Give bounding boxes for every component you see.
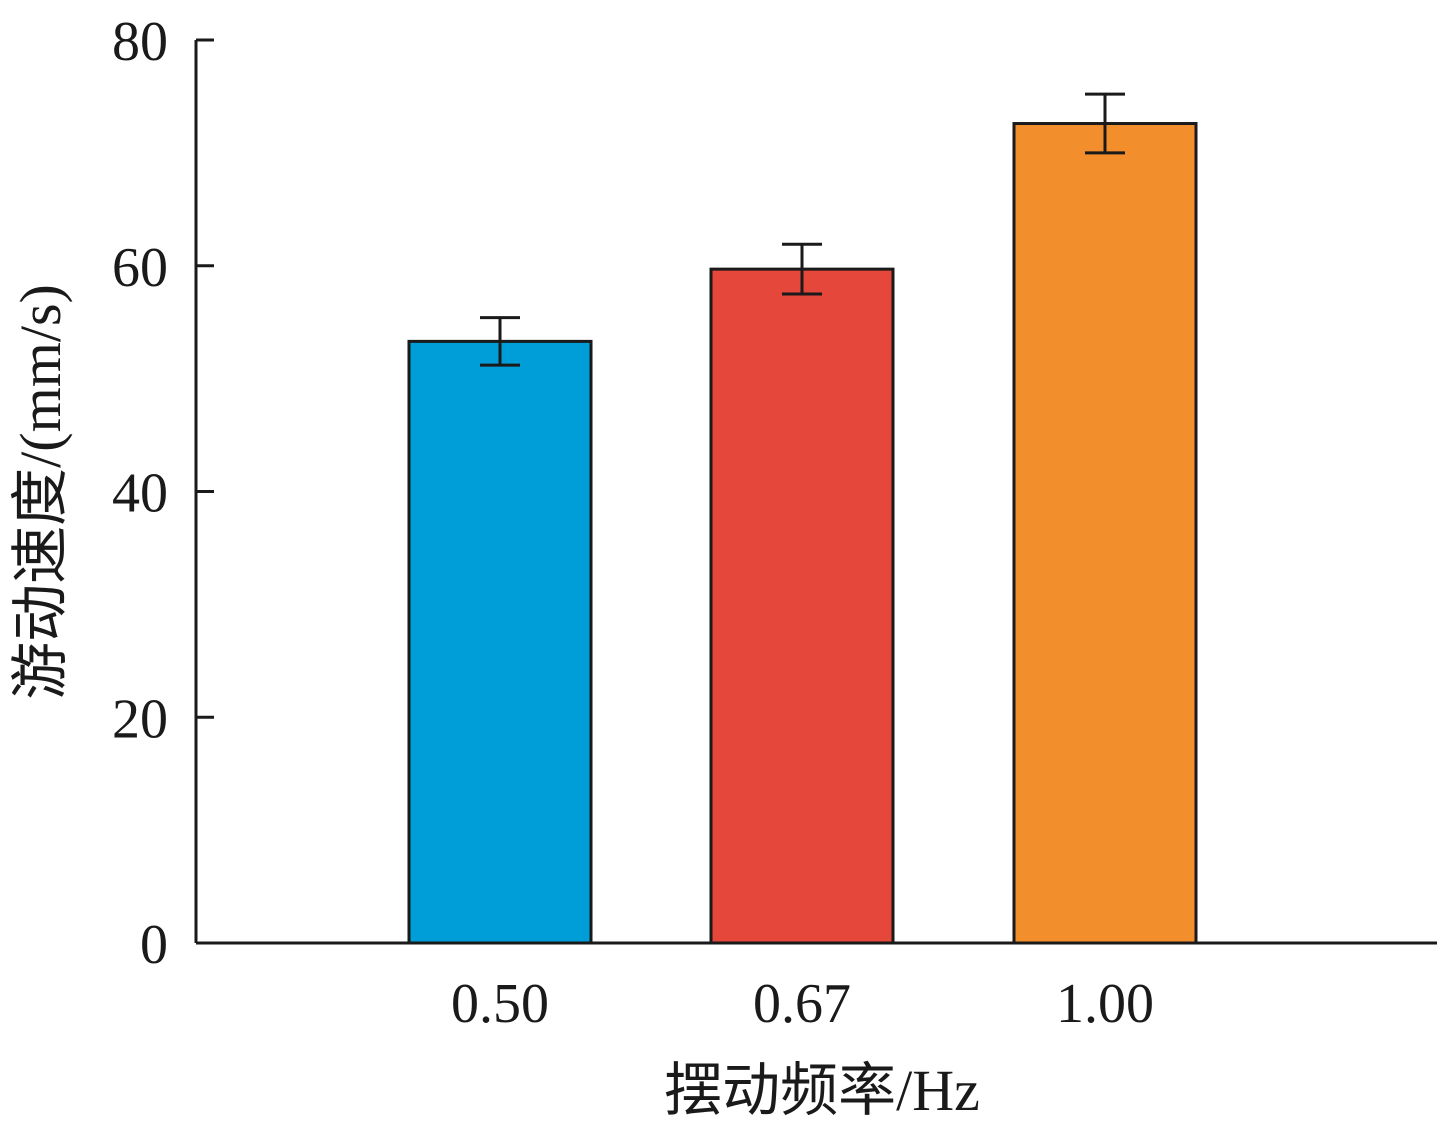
error-bar-0.50 [480,316,520,367]
x-tick-label: 1.00 [1056,973,1154,1035]
x-ticks-layer: 0.50 0.67 1.00 [451,973,1154,1035]
y-tick-label: 0 [140,914,168,976]
y-axis-title: 游动速度/(mm/s) [8,284,73,700]
error-bar-0.67 [782,242,822,296]
x-tick-label: 0.50 [451,973,549,1035]
y-tick-label: 40 [112,463,168,525]
error-bar-1.00 [1085,92,1125,155]
bar-0.50 [407,339,593,945]
y-tick-label: 20 [112,688,168,750]
bar-0.67 [709,267,895,945]
x-axis-title: 摆动频率/Hz [664,1058,980,1123]
y-tick-label: 80 [112,11,168,73]
bar-1.00 [1012,122,1198,945]
x-tick-label: 0.67 [753,973,851,1035]
y-tick-label: 60 [112,237,168,299]
y-ticks-layer: 0 20 40 60 80 [112,11,214,976]
error-bars-layer [480,92,1125,367]
